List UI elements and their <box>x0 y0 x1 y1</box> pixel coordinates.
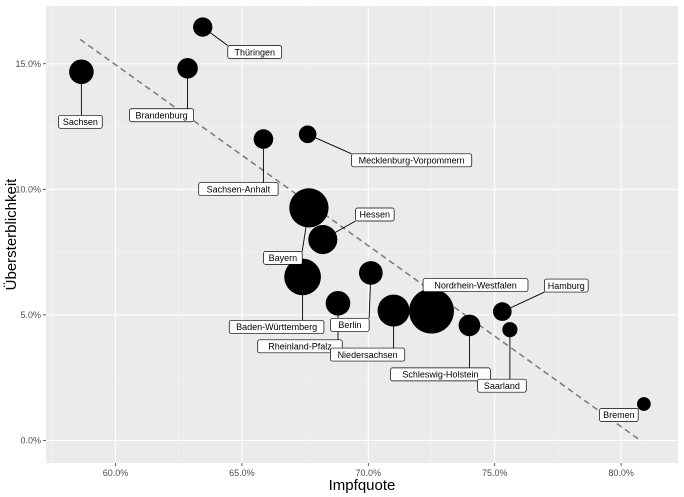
point-label-box <box>330 318 370 332</box>
point-label-text: Hessen <box>360 210 391 220</box>
data-point <box>458 314 481 337</box>
point-label-text: Berlin <box>338 320 361 330</box>
data-point <box>325 290 351 316</box>
point-label-text: Sachsen-Anhalt <box>207 184 271 194</box>
point-label: Rheinland-Pfalz <box>257 339 343 354</box>
data-point <box>308 224 338 255</box>
data-point <box>69 59 94 85</box>
point-label-box <box>263 251 303 265</box>
point-labels: Sachsen Brandenburg Thüringen Sachsen-Anhal… <box>58 45 639 422</box>
major-gridlines <box>46 6 678 463</box>
point-label: Bayern <box>263 251 303 265</box>
point-label-text: Nordrhein-Westfalen <box>434 280 516 290</box>
x-tick-label: 75.0% <box>482 468 508 478</box>
point-label: Baden-Württemberg <box>228 320 325 334</box>
point-label-text: Hamburg <box>548 281 585 291</box>
point-label-box <box>330 347 406 362</box>
x-tick-label: 70.0% <box>356 468 382 478</box>
point-label-text: Niedersachsen <box>338 350 398 360</box>
data-point <box>502 322 518 338</box>
point-label: Schleswig-Holstein <box>390 367 491 382</box>
point-label-text: Bremen <box>603 410 635 420</box>
point-label-box <box>227 45 283 59</box>
point-label: Bremen <box>599 408 639 422</box>
data-points <box>69 17 651 411</box>
point-label-box <box>58 114 103 129</box>
point-label-text: Saarland <box>484 381 520 391</box>
x-tick-label: 80.0% <box>608 468 634 478</box>
y-tick-label: 10.0% <box>15 184 41 194</box>
data-point <box>177 57 198 79</box>
point-label-box <box>422 278 529 292</box>
plot-panel <box>46 6 678 463</box>
point-label-box <box>390 367 491 382</box>
point-label: Nordrhein-Westfalen <box>422 278 529 292</box>
data-point <box>637 397 651 411</box>
x-axis-title: Impfquote <box>329 477 396 494</box>
data-point <box>298 125 317 144</box>
y-axis-ticks: 0.0% 5.0% 10.0% 15.0% <box>15 59 46 445</box>
data-point <box>492 302 512 321</box>
point-label-text: Bayern <box>269 253 298 263</box>
data-point <box>377 294 410 327</box>
data-point <box>358 261 383 285</box>
point-label-text: Schleswig-Holstein <box>402 370 478 380</box>
point-label: Hamburg <box>544 278 589 293</box>
point-label-box <box>257 339 343 354</box>
point-label-box <box>477 378 527 393</box>
data-point <box>193 17 213 37</box>
y-axis-title: Übersterblichkeit <box>2 178 20 291</box>
point-label: Sachsen <box>58 114 103 129</box>
data-point <box>409 288 454 334</box>
point-label-box <box>129 108 194 123</box>
point-label: Hessen <box>355 207 395 222</box>
point-label-text: Rheinland-Pfalz <box>268 342 332 352</box>
point-label: Mecklenburg-Vorpommern <box>351 153 473 168</box>
point-label-box <box>351 153 473 168</box>
point-label-box <box>198 182 279 196</box>
point-label: Thüringen <box>227 45 283 59</box>
y-tick-label: 0.0% <box>20 435 41 445</box>
minor-gridlines <box>46 6 678 463</box>
point-label-box <box>228 320 325 334</box>
point-label: Niedersachsen <box>330 347 406 362</box>
point-label-text: Thüringen <box>234 47 275 57</box>
point-label: Brandenburg <box>129 108 194 123</box>
x-axis-ticks: 60.0% 65.0% 70.0% 75.0% 80.0% <box>103 463 634 478</box>
trend-line <box>79 38 642 442</box>
point-label-text: Mecklenburg-Vorpommern <box>359 156 465 166</box>
point-label: Sachsen-Anhalt <box>198 182 279 196</box>
point-label-box <box>599 408 639 422</box>
y-tick-label: 5.0% <box>20 310 41 320</box>
data-point <box>284 258 321 296</box>
point-label-box <box>355 207 395 222</box>
point-label-text: Baden-Württemberg <box>236 322 317 332</box>
y-tick-label: 15.0% <box>15 59 41 69</box>
point-label: Berlin <box>330 318 370 332</box>
point-label: Saarland <box>477 378 527 393</box>
point-label-text: Sachsen <box>63 117 98 127</box>
data-point <box>253 129 274 149</box>
point-label-box <box>544 278 589 293</box>
x-tick-label: 60.0% <box>103 468 129 478</box>
x-tick-label: 65.0% <box>229 468 255 478</box>
data-point <box>289 188 329 228</box>
point-label-text: Brandenburg <box>136 110 188 120</box>
